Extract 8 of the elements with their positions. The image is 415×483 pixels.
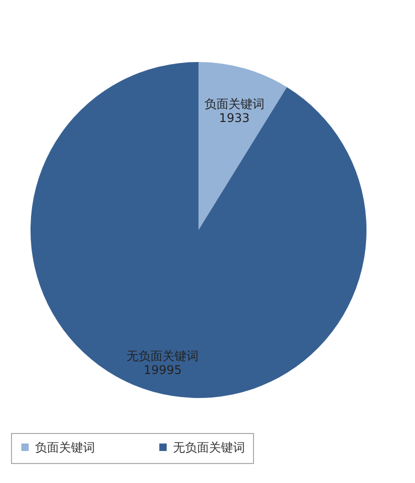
pie-slice (198, 62, 287, 230)
legend-label: 负面关键词 (35, 440, 95, 454)
slice-label: 无负面关键词 (126, 349, 199, 364)
slice-label: 负面关键词 (204, 96, 264, 111)
data-label: 19995 (144, 363, 182, 378)
legend-label: 无负面关键词 (173, 440, 245, 454)
data-label: 1933 (219, 110, 250, 125)
pie-slice (30, 62, 366, 398)
